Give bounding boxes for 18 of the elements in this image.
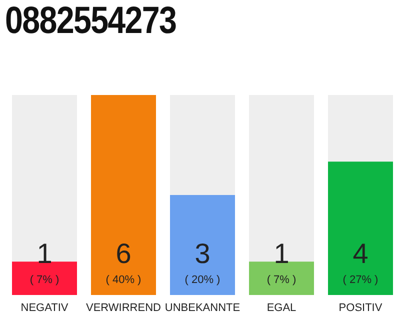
annotation: ( 7% ) <box>266 274 296 286</box>
x-tick-label: EGAL <box>266 302 296 314</box>
data-label: 3 <box>194 238 210 269</box>
data-label: 1 <box>36 238 52 269</box>
bar <box>249 262 314 295</box>
data-label: 1 <box>274 238 290 269</box>
data-label: 4 <box>352 238 368 269</box>
annotation: ( 20% ) <box>184 274 220 286</box>
x-tick-label: POSITIV <box>338 302 383 314</box>
annotation: ( 27% ) <box>342 274 378 286</box>
annotation: ( 40% ) <box>106 274 142 286</box>
annotation: ( 7% ) <box>30 274 60 286</box>
chart-title: 0882554273 <box>5 0 176 43</box>
bar <box>12 262 77 295</box>
x-tick-label: UNBEKANNTE <box>164 302 240 314</box>
x-tick-label: VERWIRREND <box>86 302 162 314</box>
x-tick-label: NEGATIV <box>20 302 69 314</box>
data-label: 6 <box>116 238 132 269</box>
